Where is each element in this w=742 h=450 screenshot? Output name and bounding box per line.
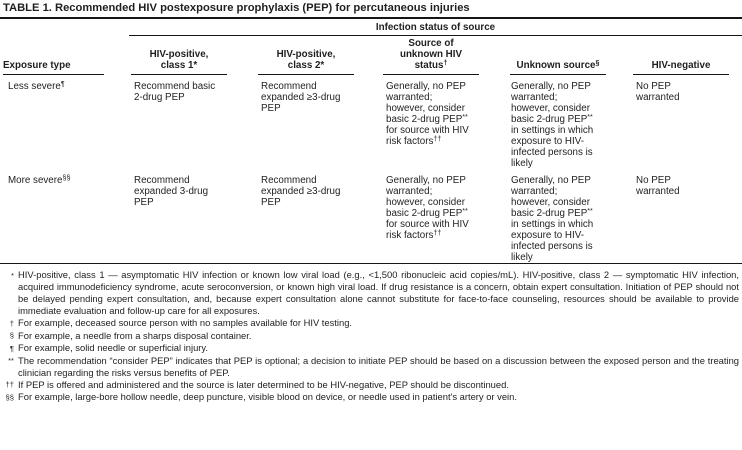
- column-header-hiv-positive-class-2: HIV-positive, class 2*: [256, 36, 381, 75]
- cell-less-severe-unknown-source: Generally, no PEP warranted; however, co…: [511, 81, 594, 169]
- footnote-marker: *: [11, 270, 14, 280]
- column-header-label: Source of unknown HIV status†: [383, 38, 479, 75]
- column-header-label: HIV-positive, class 2*: [258, 49, 354, 75]
- footnote-marker: ¶: [9, 343, 14, 353]
- cell-more-severe-class-1: Recommend expanded 3-drug PEP: [134, 175, 209, 208]
- cell-more-severe-hiv-negative: No PEP warranted: [636, 175, 680, 197]
- footnote-text: For example, deceased source person with…: [18, 317, 353, 328]
- footnote-double-dagger: †† If PEP is offered and administered an…: [0, 379, 739, 392]
- footnote-pilcrow: ¶ For example, solid needle or superfici…: [0, 342, 739, 355]
- footnote-text: HIV-positive, class 1 — asymptomatic HIV…: [18, 269, 739, 316]
- footnote-marker: **: [8, 356, 14, 365]
- column-header-label: Exposure type: [3, 60, 104, 75]
- column-header-hiv-positive-class-1: HIV-positive, class 1*: [129, 36, 256, 75]
- pep-table: Infection status of source Exposure type…: [0, 19, 742, 264]
- footnotes: * HIV-positive, class 1 — asymptomatic H…: [0, 264, 742, 404]
- footnote-marker: §§: [5, 392, 14, 402]
- cell-less-severe-hiv-negative: No PEP warranted: [636, 81, 680, 103]
- table-title: TABLE 1. Recommended HIV postexposure pr…: [0, 0, 742, 19]
- column-header-label: Unknown source§: [510, 59, 606, 75]
- column-header-source-unknown-hiv-status: Source of unknown HIV status†: [381, 36, 506, 75]
- footnote-text: For example, large-bore hollow needle, d…: [18, 391, 517, 402]
- column-header-unknown-source: Unknown source§: [506, 36, 631, 75]
- footnote-marker: §: [9, 331, 14, 340]
- column-header-hiv-negative: HIV-negative: [631, 36, 742, 75]
- cell-less-severe-class-2: Recommend expanded ≥3-drug PEP: [261, 81, 341, 114]
- footnote-asterisk: * HIV-positive, class 1 — asymptomatic H…: [0, 269, 739, 317]
- footnote-text: For example, solid needle or superficial…: [18, 342, 209, 353]
- cell-more-severe-unknown-status: Generally, no PEP warranted; however, co…: [386, 175, 469, 241]
- footnote-marker: ††: [5, 380, 14, 389]
- row-label-more-severe: More severe§§: [8, 173, 71, 186]
- footnote-text: If PEP is offered and administered and t…: [18, 378, 509, 390]
- footnote-text: The recommendation “consider PEP” indica…: [18, 354, 739, 378]
- cell-less-severe-unknown-status: Generally, no PEP warranted; however, co…: [386, 81, 469, 147]
- footnote-double-section: §§ For example, large-bore hollow needle…: [0, 391, 739, 404]
- footnote-section: § For example, a needle from a sharps di…: [0, 330, 739, 343]
- footnote-double-asterisk: ** The recommendation “consider PEP” ind…: [0, 355, 739, 379]
- column-header-label: HIV-negative: [633, 60, 729, 75]
- cell-more-severe-class-2: Recommend expanded ≥3-drug PEP: [261, 175, 341, 208]
- row-label-less-severe: Less severe¶: [8, 79, 65, 92]
- column-header-label: HIV-positive, class 1*: [131, 49, 227, 75]
- cell-more-severe-unknown-source: Generally, no PEP warranted; however, co…: [511, 175, 594, 263]
- spanner-spacer: [0, 19, 129, 36]
- footnote-marker: †: [9, 318, 14, 328]
- footnote-text: For example, a needle from a sharps disp…: [18, 329, 252, 341]
- cell-less-severe-class-1: Recommend basic 2-drug PEP: [134, 81, 216, 103]
- footnote-dagger: † For example, deceased source person wi…: [0, 317, 739, 330]
- column-header-exposure-type: Exposure type: [0, 36, 129, 75]
- spanner-infection-status: Infection status of source: [129, 19, 742, 36]
